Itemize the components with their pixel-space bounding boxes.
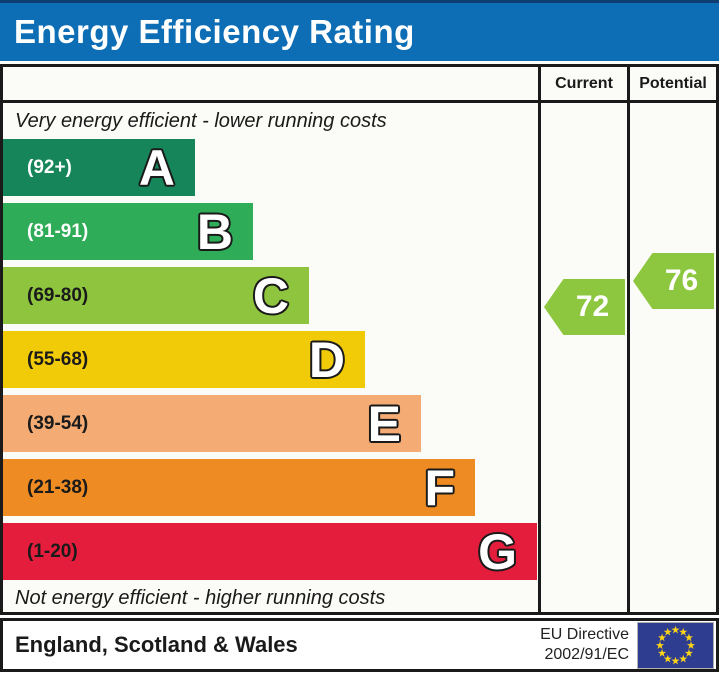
band-letter: D [308,331,345,388]
band-range: (81-91) [27,220,89,242]
energy-rating-table: Current Potential Very energy efficient … [0,64,719,615]
column-header-current: Current [538,67,627,103]
title-banner: Energy Efficiency Rating [0,0,719,61]
band-row-b: (81-91) B [3,203,253,260]
header-spacer [3,67,538,103]
potential-column: 76 [627,103,716,612]
current-rating-arrow: 72 [544,279,625,335]
band-range: (39-54) [27,412,89,434]
top-note: Very energy efficient - lower running co… [15,109,387,132]
band-row-g: (1-20) G [3,523,537,580]
band-row-f: (21-38) F [3,459,475,516]
band-letter: C [252,267,289,324]
eu-directive-line1: EU Directive [540,626,629,643]
region-label: England, Scotland & Wales [15,632,298,657]
band-range: (1-20) [27,540,78,562]
band-range: (21-38) [27,476,89,498]
band-letter: B [196,203,233,260]
current-rating-value: 72 [575,290,610,323]
eu-flag-stars [655,625,696,664]
band-list: (92+) A (81-91) B (69-80) C (55-68) D (3… [3,139,538,580]
band-range: (92+) [27,156,72,178]
column-header-potential: Potential [627,67,716,103]
bottom-note: Not energy efficient - higher running co… [15,587,386,609]
band-letter: F [424,459,455,516]
band-range: (69-80) [27,284,89,306]
band-chart-area: Very energy efficient - lower running co… [3,103,538,612]
potential-rating-arrow: 76 [633,253,714,309]
band-row-e: (39-54) E [3,395,421,452]
band-letter: E [367,395,401,452]
band-range: (55-68) [27,348,89,370]
band-letter: G [478,523,517,580]
page-title: Energy Efficiency Rating [14,13,415,50]
eu-directive-text: EU Directive 2002/91/EC [540,625,629,665]
band-letter: A [138,139,175,196]
potential-rating-value: 76 [664,264,699,297]
band-row-c: (69-80) C [3,267,309,324]
footer-bar: England, Scotland & Wales EU Directive 2… [0,618,719,672]
band-row-a: (92+) A [3,139,195,196]
band-row-d: (55-68) D [3,331,365,388]
current-column: 72 [538,103,627,612]
eu-flag-icon [637,621,714,669]
eu-directive-line2: 2002/91/EC [544,646,629,663]
